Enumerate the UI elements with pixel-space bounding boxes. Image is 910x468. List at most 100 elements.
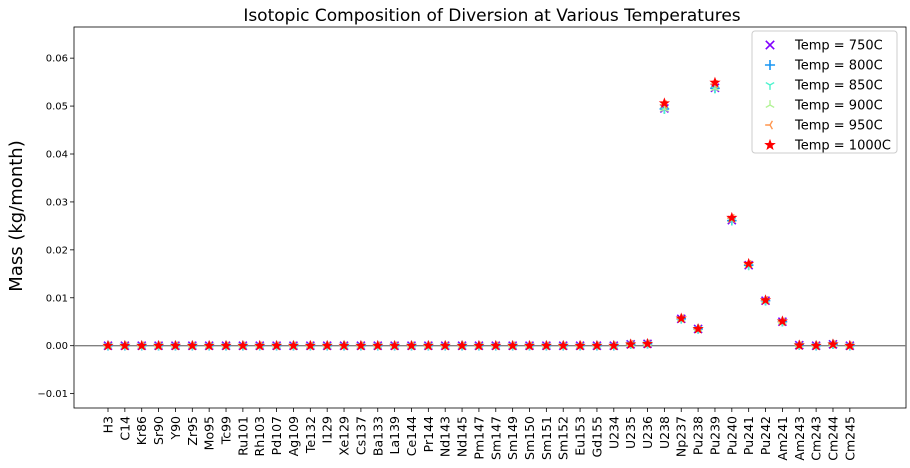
data-point (810, 339, 822, 351)
legend-marker (765, 81, 775, 90)
x-tick-label: Sr90 (151, 416, 166, 445)
legend-marker (764, 59, 776, 71)
x-tick-label: U236 (640, 416, 655, 449)
data-point (827, 338, 839, 350)
legend-label: Temp = 850C (794, 79, 883, 94)
data-point (321, 339, 333, 351)
x-tick-label: Mo95 (202, 416, 217, 450)
x-tick-label: Np237 (674, 416, 689, 457)
legend-label: Temp = 950C (794, 119, 883, 134)
data-point (254, 339, 266, 351)
y-axis-label: Mass (kg/month) (6, 140, 27, 291)
x-tick-label: Ag109 (286, 416, 301, 456)
series-temp-750c (103, 83, 855, 351)
x-tick-label: H3 (101, 416, 116, 433)
x-tick-label: U238 (657, 416, 672, 449)
data-point (793, 339, 805, 350)
legend: Temp = 750C Temp = 800C Temp = 850C Temp = … (751, 30, 898, 154)
data-point (203, 339, 215, 351)
legend-marker (764, 138, 776, 150)
y-tick-label: 0.04 (46, 150, 68, 161)
series-temp-900c (103, 83, 855, 349)
x-tick-label: Pu238 (691, 416, 706, 455)
x-tick-label: Pu241 (741, 416, 756, 455)
data-point (692, 323, 704, 334)
data-point (759, 294, 772, 305)
data-point (776, 315, 788, 326)
x-tick-label: Sm149 (505, 416, 520, 460)
data-point (389, 339, 401, 351)
x-tick-label: Pm147 (471, 416, 486, 460)
data-point (136, 339, 148, 351)
plot-area (73, 26, 907, 409)
data-point (658, 97, 670, 108)
data-point (456, 339, 468, 351)
x-tick-label: Ce144 (404, 416, 419, 456)
y-tick-label: 0.03 (46, 197, 68, 208)
x-tick-label: C14 (117, 416, 132, 441)
data-point (625, 338, 637, 350)
x-tick-label: Sm150 (522, 416, 537, 460)
x-tick-label: U234 (606, 416, 621, 449)
y-tick-label: 0.02 (46, 245, 68, 256)
x-tick-label: U235 (623, 416, 638, 449)
y-tick-label: 0.05 (46, 102, 68, 113)
x-tick-label: La139 (387, 416, 402, 455)
data-point (338, 339, 350, 351)
data-point (473, 339, 485, 351)
data-point (153, 339, 165, 351)
x-tick-label: Eu153 (573, 416, 588, 456)
x-tick-label: Sm147 (488, 416, 503, 460)
x-tick-label: Cs137 (353, 416, 368, 455)
data-point (405, 339, 418, 351)
data-point (540, 339, 552, 351)
data-point (287, 339, 300, 351)
legend-frame (751, 30, 898, 154)
x-tick-label: Sm151 (539, 416, 554, 460)
series-temp-850c (103, 85, 855, 351)
data-point (709, 76, 721, 88)
x-tick-label: Gd155 (589, 416, 604, 457)
data-point (844, 339, 856, 351)
y-tick-label: 0.00 (46, 341, 68, 352)
series-temp-800c (103, 83, 855, 351)
data-point (422, 339, 434, 351)
data-point (743, 257, 755, 269)
data-point (490, 339, 502, 351)
y-tick-label: −0.01 (37, 389, 68, 400)
data-point (557, 339, 569, 351)
x-tick-label: I129 (320, 416, 335, 444)
data-point (169, 339, 182, 351)
data-point (675, 312, 687, 324)
x-tick-label: Zr95 (185, 416, 200, 446)
x-tick-label: Pu242 (758, 416, 773, 455)
x-tick-label: Cm243 (809, 416, 824, 461)
x-tick-label: Te132 (303, 416, 318, 454)
x-tick-label: Pr144 (421, 416, 436, 452)
x-tick-label: Nd145 (455, 416, 470, 457)
legend-label: Temp = 1000C (794, 139, 891, 154)
legend-label: Temp = 900C (794, 99, 883, 114)
data-point (304, 339, 316, 351)
x-tick-label: Pd107 (269, 416, 284, 455)
series-temp-950c (103, 79, 853, 351)
x-tick-label: Tc99 (219, 416, 234, 445)
y-tick-label: 0.06 (46, 54, 68, 65)
x-tick-label: Ba133 (370, 416, 385, 456)
data-point (119, 339, 131, 351)
x-tick-label: Rh103 (252, 416, 267, 456)
data-point (439, 339, 451, 351)
data-point (523, 339, 536, 351)
x-tick-label: Kr86 (134, 416, 149, 445)
legend-marker (765, 100, 775, 109)
x-tick-label: Pu240 (724, 416, 739, 455)
data-point (271, 339, 283, 351)
data-point (574, 339, 586, 351)
x-tick-label: Cm244 (825, 416, 840, 461)
y-tick-label: 0.01 (46, 293, 68, 304)
data-point (507, 339, 519, 351)
x-tick-label: Ru101 (235, 416, 250, 456)
x-tick-label: Nd143 (438, 416, 453, 457)
data-point (372, 339, 384, 351)
